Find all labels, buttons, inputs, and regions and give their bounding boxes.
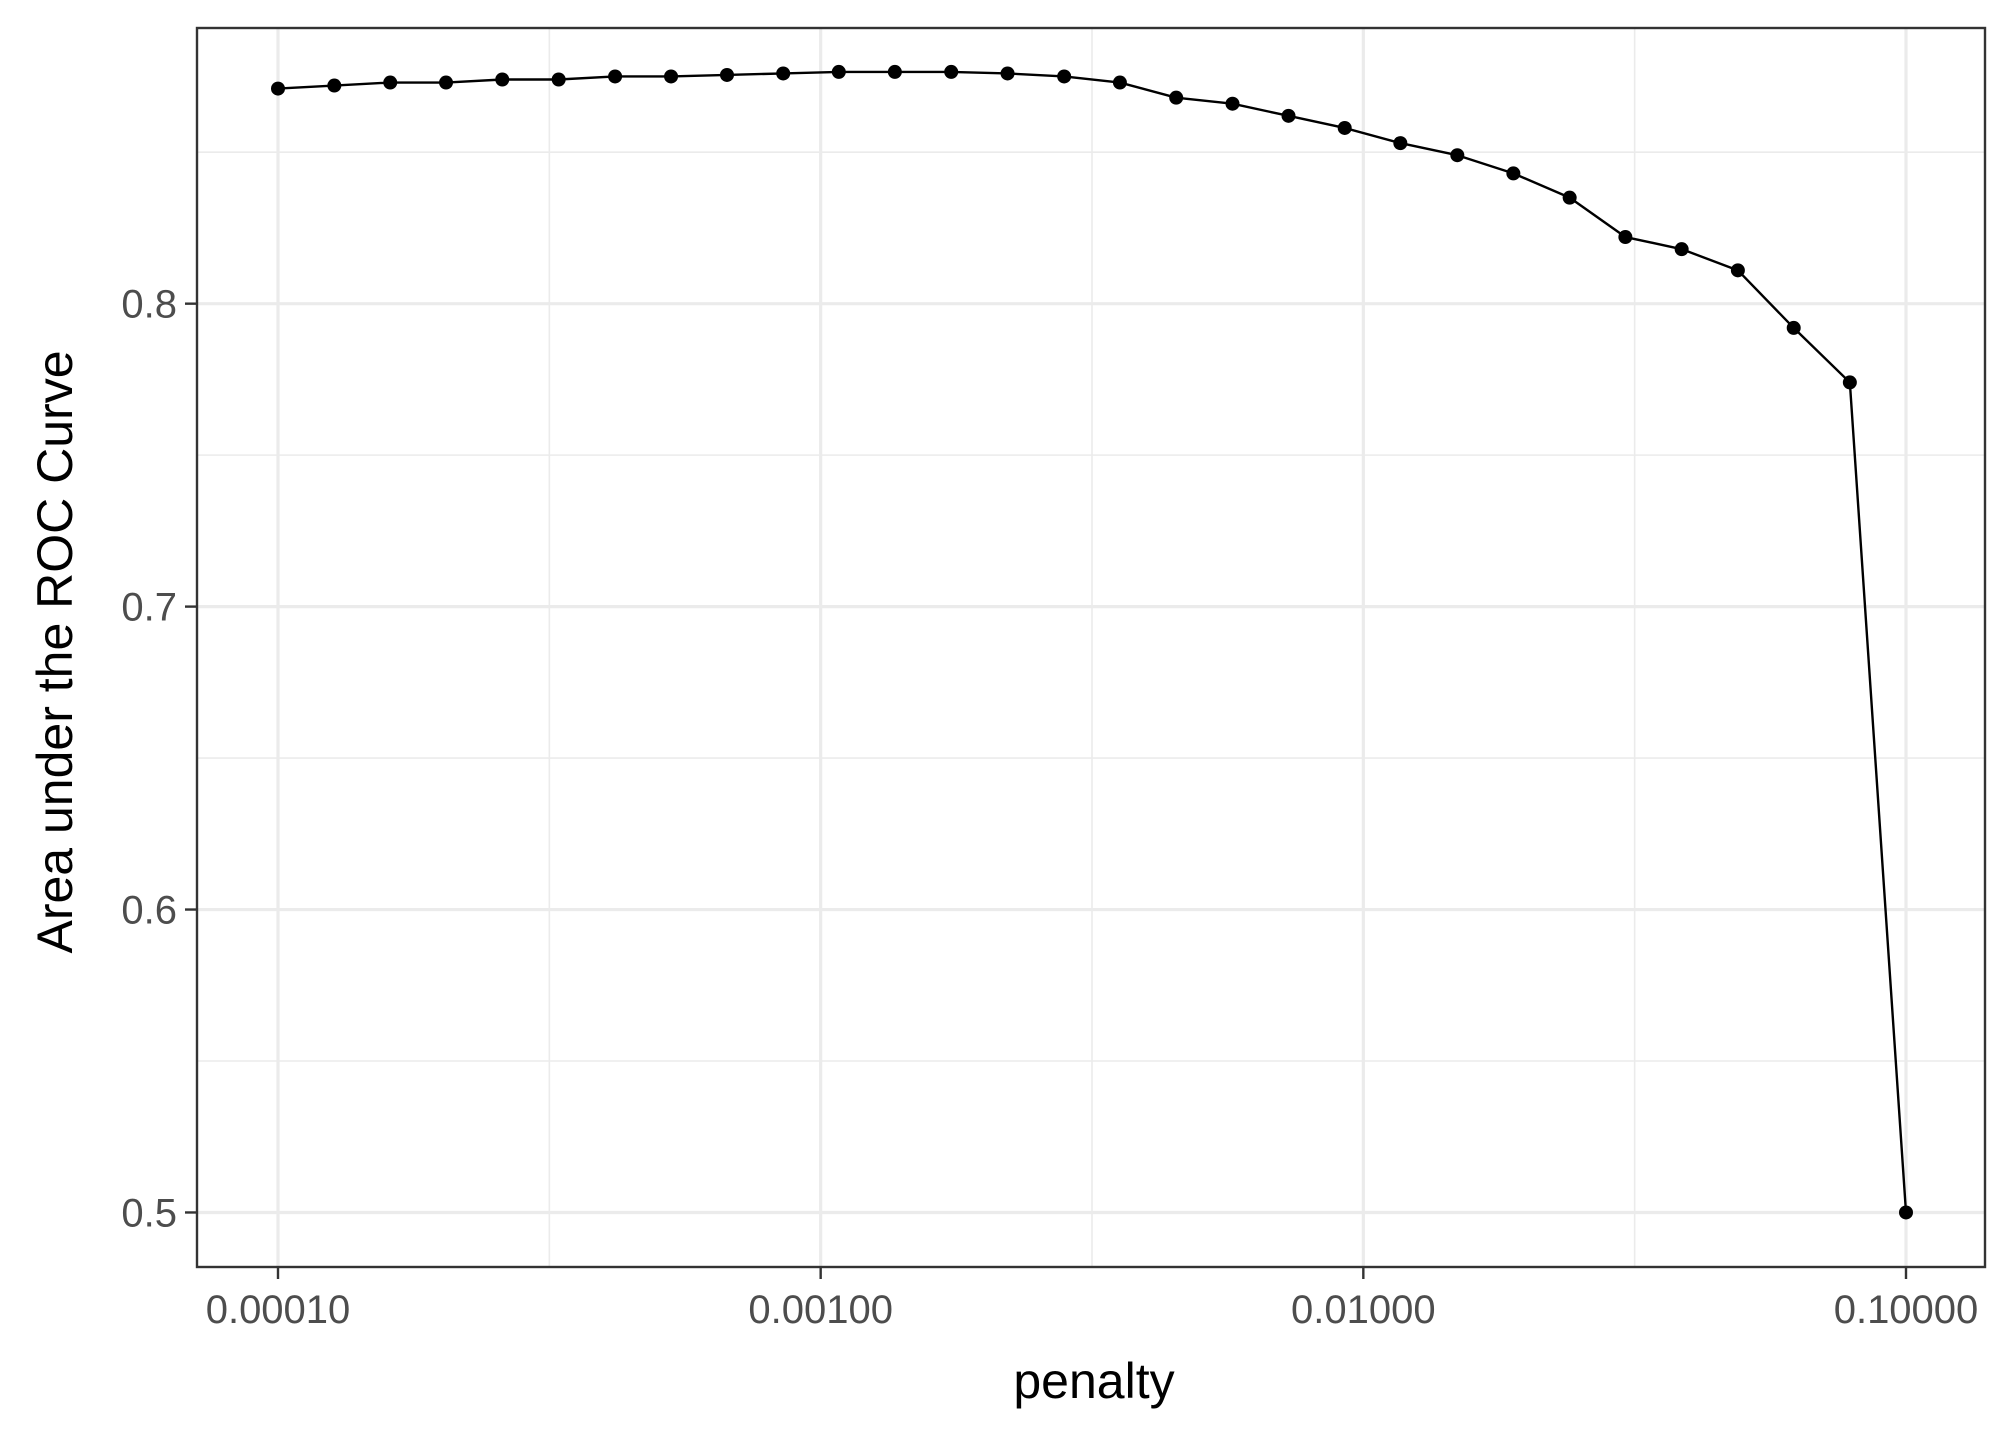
data-point	[1225, 96, 1240, 111]
data-point	[551, 72, 566, 87]
y-tick-label: 0.8	[121, 283, 177, 327]
data-point	[1842, 375, 1857, 390]
data-point	[271, 81, 285, 96]
x-tick-label: 0.00010	[206, 1288, 351, 1332]
data-point	[1057, 69, 1072, 84]
data-point	[776, 66, 791, 81]
data-point	[1618, 230, 1633, 245]
x-axis-title: penalty	[1013, 1353, 1174, 1409]
data-point	[327, 78, 342, 93]
y-tick-label: 0.5	[121, 1191, 177, 1235]
auc-series-line	[277, 70, 1908, 1213]
data-point	[495, 72, 510, 87]
data-point	[1393, 136, 1408, 151]
y-axis-title: Area under the ROC Curve	[27, 350, 83, 953]
data-point	[608, 69, 623, 84]
data-point	[1786, 320, 1801, 335]
data-point	[887, 64, 902, 79]
data-point	[1562, 190, 1577, 205]
data-point	[1337, 120, 1352, 135]
data-point	[1674, 242, 1689, 257]
minor-gridlines	[197, 28, 1985, 1267]
x-tick-label: 0.00100	[748, 1288, 893, 1332]
data-point	[664, 69, 679, 84]
auc-series-points	[271, 64, 1913, 1220]
data-point	[1169, 90, 1184, 105]
data-point	[1506, 166, 1521, 181]
data-point	[1112, 75, 1127, 90]
data-point	[1000, 66, 1015, 81]
data-point	[1450, 148, 1465, 163]
data-point	[831, 64, 846, 79]
data-point	[1281, 108, 1296, 123]
data-point	[944, 64, 959, 79]
plot-panel-border	[195, 26, 1987, 1269]
major-gridlines	[197, 28, 1985, 1267]
y-axis: 0.5 0.6 0.7 0.8	[121, 283, 197, 1235]
x-axis: 0.00010 0.00100 0.01000 0.10000	[206, 1267, 1979, 1332]
data-point	[383, 75, 398, 90]
x-tick-label: 0.10000	[1834, 1288, 1979, 1332]
y-tick-label: 0.7	[121, 586, 177, 630]
y-tick-label: 0.6	[121, 889, 177, 933]
data-point	[1899, 1205, 1913, 1220]
data-point	[719, 67, 734, 82]
data-point	[439, 75, 454, 90]
data-point	[1730, 263, 1745, 278]
x-tick-label: 0.01000	[1291, 1288, 1436, 1332]
